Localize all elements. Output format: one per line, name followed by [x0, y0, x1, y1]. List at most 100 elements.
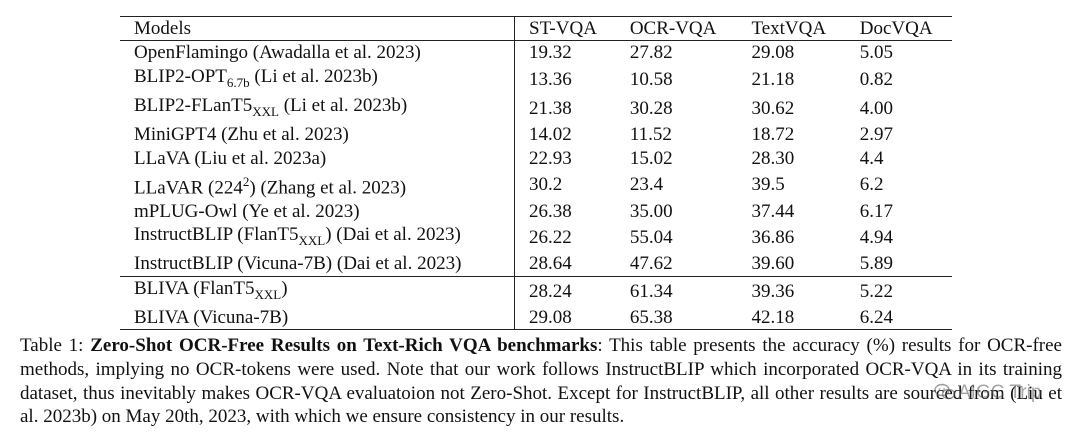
table-row: InstructBLIP (FlanT5XXL) (Dai et al. 202… — [120, 223, 952, 253]
model-name: InstructBLIP (FlanT5 — [134, 224, 299, 246]
caption-title: Zero-Shot OCR-Free Results on Text-Rich … — [90, 335, 598, 356]
table-row: OpenFlamingo (Awadalla et al. 2023) 19.32… — [120, 40, 952, 65]
table-body: OpenFlamingo (Awadalla et al. 2023) 19.32… — [120, 40, 952, 330]
textvqa-cell: 42.18 — [751, 306, 795, 328]
model-name-cell: BLIVA (Vicuna-7B) — [120, 305, 515, 330]
docvqa-cell: 0.82 — [859, 68, 893, 90]
table-row: BLIVA (FlanT5XXL) 28.24 61.34 39.36 5.22 — [120, 276, 952, 306]
ocr-vqa-cell: 47.62 — [629, 253, 673, 275]
caption-label: Table 1: — [20, 335, 91, 356]
ocr-vqa-cell: 65.38 — [629, 306, 673, 328]
table-header-row: Models ST-VQA OCR-VQA TextVQA DocVQA — [120, 16, 952, 41]
docvqa-cell: 4.00 — [859, 97, 893, 119]
model-name-cell: LLaVA (Liu et al. 2023a) — [120, 146, 515, 171]
model-name-cell: InstructBLIP (Vicuna-7B) (Dai et al. 202… — [120, 252, 515, 277]
st-vqa-cell: 21.38 — [529, 97, 572, 119]
header-textvqa: TextVQA — [751, 18, 827, 39]
table-row: BLIVA (Vicuna-7B) 29.08 65.38 42.18 6.24 — [120, 305, 952, 330]
docvqa-cell: 5.22 — [859, 280, 893, 302]
st-vqa-cell: 28.24 — [529, 280, 572, 302]
docvqa-cell: 4.94 — [859, 227, 893, 249]
st-vqa-cell: 19.32 — [529, 42, 572, 64]
header-docvqa: DocVQA — [859, 18, 933, 39]
table-row: MiniGPT4 (Zhu et al. 2023) 14.02 11.52 18.7… — [120, 123, 952, 147]
model-name: BLIVA (Vicuna-7B) — [134, 306, 289, 328]
wechat-icon — [934, 383, 956, 400]
results-table: Models ST-VQA OCR-VQA TextVQA DocVQA Ope… — [120, 16, 952, 330]
st-vqa-cell: 26.38 — [529, 200, 572, 222]
ocr-vqa-cell: 27.82 — [629, 42, 673, 64]
model-citation: (Li et al. 2023b) — [278, 95, 408, 117]
model-name-cell: BLIVA (FlanT5XXL) — [120, 276, 515, 306]
docvqa-cell: 2.97 — [859, 124, 893, 146]
docvqa-cell: 6.24 — [859, 306, 893, 328]
table-row: mPLUG-Owl (Ye et al. 2023) 26.38 35.00 37.4… — [120, 199, 952, 224]
model-name: InstructBLIP (Vicuna-7B) (Dai et al. 202… — [134, 253, 462, 275]
model-name-cell: LLaVAR (2242) (Zhang et al. 2023) — [120, 170, 515, 200]
docvqa-cell: 6.17 — [859, 200, 893, 222]
watermark: AIGC Trip — [934, 382, 1041, 404]
model-name-cell: BLIP2-FLanT5XXL (Li et al. 2023b) — [120, 94, 515, 124]
model-name: OpenFlamingo (Awadalla et al. 2023) — [134, 42, 421, 64]
model-name: BLIP2-OPT — [134, 65, 227, 87]
model-subscript: 6.7b — [226, 74, 250, 90]
ocr-vqa-cell: 61.34 — [629, 280, 673, 302]
model-superscript: 2 — [242, 174, 250, 190]
st-vqa-cell: 22.93 — [529, 147, 572, 169]
model-citation: ) (Zhang et al. 2023) — [249, 177, 407, 199]
ocr-vqa-cell: 30.28 — [629, 97, 673, 119]
table-caption: Table 1: Zero-Shot OCR-Free Results on T… — [20, 334, 1062, 429]
ocr-vqa-cell: 10.58 — [629, 68, 673, 90]
ocr-vqa-cell: 23.4 — [629, 174, 664, 196]
ocr-vqa-cell: 35.00 — [629, 200, 673, 222]
model-name-cell: mPLUG-Owl (Ye et al. 2023) — [120, 199, 515, 224]
st-vqa-cell: 26.22 — [529, 227, 572, 249]
table-row: BLIP2-OPT6.7b (Li et al. 2023b) 13.36 10.5… — [120, 64, 952, 95]
textvqa-cell: 39.5 — [751, 174, 785, 196]
model-citation: (Li et al. 2023b) — [249, 65, 378, 87]
textvqa-cell: 18.72 — [751, 124, 795, 146]
model-name: BLIP2-FLanT5 — [134, 95, 253, 117]
header-ocr-vqa: OCR-VQA — [629, 18, 717, 39]
docvqa-cell: 5.89 — [859, 253, 893, 275]
model-name: mPLUG-Owl (Ye et al. 2023) — [134, 200, 360, 222]
model-subscript: XXL — [252, 103, 279, 119]
model-name-cell: InstructBLIP (FlanT5XXL) (Dai et al. 202… — [120, 223, 515, 253]
model-name: BLIVA (FlanT5 — [134, 277, 255, 299]
ocr-vqa-cell: 15.02 — [629, 147, 673, 169]
st-vqa-cell: 28.64 — [529, 253, 572, 275]
st-vqa-cell: 29.08 — [529, 306, 572, 328]
textvqa-cell: 39.60 — [751, 253, 795, 275]
st-vqa-cell: 30.2 — [529, 174, 563, 196]
header-st-vqa: ST-VQA — [529, 18, 597, 39]
model-name-cell: BLIP2-OPT6.7b (Li et al. 2023b) — [120, 64, 515, 95]
table-row: InstructBLIP (Vicuna-7B) (Dai et al. 202… — [120, 252, 952, 277]
textvqa-cell: 29.08 — [751, 42, 795, 64]
st-vqa-cell: 13.36 — [529, 68, 572, 90]
model-name: LLaVA (Liu et al. 2023a) — [134, 147, 327, 169]
textvqa-cell: 37.44 — [751, 200, 795, 222]
textvqa-cell: 39.36 — [751, 280, 795, 302]
model-name: MiniGPT4 (Zhu et al. 2023) — [134, 124, 349, 146]
docvqa-cell: 6.2 — [859, 174, 884, 196]
textvqa-cell: 21.18 — [751, 68, 795, 90]
table-row: BLIP2-FLanT5XXL (Li et al. 2023b) 21.38 30… — [120, 94, 952, 124]
ocr-vqa-cell: 55.04 — [629, 227, 673, 249]
textvqa-cell: 36.86 — [751, 227, 795, 249]
textvqa-cell: 28.30 — [751, 147, 795, 169]
model-citation: ) — [281, 277, 288, 299]
table-row: LLaVA (Liu et al. 2023a) 22.93 15.02 28.30 4… — [120, 146, 952, 171]
model-subscript: XXL — [298, 232, 326, 248]
model-name-cell: OpenFlamingo (Awadalla et al. 2023) — [120, 40, 515, 65]
model-name-cell: MiniGPT4 (Zhu et al. 2023) — [120, 123, 515, 147]
watermark-text: AIGC Trip — [958, 382, 1042, 403]
model-citation: ) (Dai et al. 2023) — [325, 224, 461, 246]
header-models: Models — [120, 16, 515, 41]
model-name: LLaVAR (224 — [134, 177, 243, 199]
st-vqa-cell: 14.02 — [529, 124, 572, 146]
docvqa-cell: 4.4 — [859, 147, 884, 169]
model-subscript: XXL — [254, 286, 282, 302]
caption-body: : This table presents the accuracy (%) r… — [20, 335, 1062, 428]
docvqa-cell: 5.05 — [859, 42, 893, 64]
